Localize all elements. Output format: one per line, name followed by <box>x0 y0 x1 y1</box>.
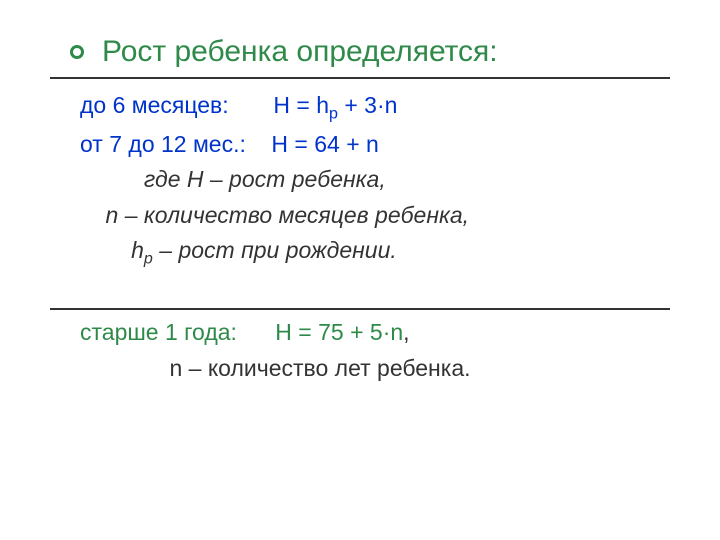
line-1: до 6 месяцев: Н = hр + 3·n <box>80 89 670 126</box>
divider-mid <box>50 308 670 310</box>
bullet-icon <box>70 45 84 59</box>
slide-title: Рост ребенка определяется: <box>102 35 498 69</box>
line-2: от 7 до 12 мес.: Н = 64 + n <box>80 128 670 161</box>
line-3: где Н – рост ребенка, <box>80 163 670 196</box>
blank-line <box>80 273 670 306</box>
slide: Рост ребенка определяется: до 6 месяцев:… <box>0 0 720 540</box>
title-row: Рост ребенка определяется: <box>70 35 670 69</box>
line-5: hр – рост при рождении. <box>80 234 670 271</box>
line-4: n – количество месяцев ребенка, <box>80 199 670 232</box>
line-6: старше 1 года: Н = 75 + 5·n, <box>80 316 670 349</box>
line-7: n – количество лет ребенка. <box>80 352 670 385</box>
body-text: до 6 месяцев: Н = hр + 3·n от 7 до 12 ме… <box>50 89 670 385</box>
divider-top <box>50 77 670 79</box>
